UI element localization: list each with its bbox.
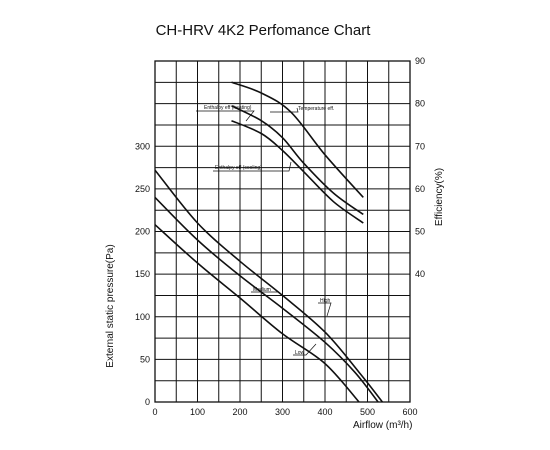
y-tick-label: 0 (145, 397, 150, 407)
y2-axis-title: Efficiency(%) (434, 168, 445, 226)
y2-tick-label: 80 (415, 99, 425, 109)
y2-tick-label: 90 (415, 56, 425, 66)
temperature-leader (270, 107, 299, 113)
y-tick-label: 200 (135, 227, 150, 237)
heating-leader (196, 110, 255, 122)
y-tick-label: 100 (135, 312, 150, 322)
chart-title: CH-HRV 4K2 Perfomance Chart (156, 22, 372, 39)
series-line-temperature-eff (231, 81, 364, 198)
high-leader (318, 302, 332, 317)
x-axis-title: Airflow (m³/h) (353, 420, 412, 431)
y-axis-ticks: 0 50 100 150 200 250 300 (135, 141, 150, 407)
temperature-eff-label: Temperature eff. (298, 106, 334, 112)
y2-axis-ticks: 40 50 60 70 80 90 (415, 56, 425, 279)
series-line-medium (154, 196, 379, 403)
low-label: Low (295, 350, 305, 356)
enthalpy-cooling-label: Enthalpy eff (cooling) (215, 165, 262, 171)
x-tick-label: 500 (360, 407, 375, 417)
low-leader (293, 343, 317, 356)
cooling-leader (213, 161, 292, 172)
x-tick-label: 200 (232, 407, 247, 417)
y2-tick-label: 70 (415, 141, 425, 151)
y-tick-label: 50 (140, 354, 150, 364)
medium-leader (251, 291, 284, 297)
x-axis-ticks: 0 100 200 300 400 500 600 (152, 407, 417, 417)
medium-label: Medium (253, 287, 271, 293)
series-line-enthalpy-eff-cooling (231, 119, 364, 224)
high-label: High (320, 298, 331, 304)
series-lines (154, 81, 384, 403)
y-tick-label: 150 (135, 269, 150, 279)
grid (155, 61, 410, 402)
y-tick-label: 250 (135, 184, 150, 194)
x-tick-label: 100 (190, 407, 205, 417)
y-tick-label: 300 (135, 141, 150, 151)
series-line-low (154, 224, 360, 403)
y2-tick-label: 60 (415, 184, 425, 194)
series-line-enthalpy-eff-heating (231, 105, 364, 216)
x-tick-label: 300 (275, 407, 290, 417)
y-axis-title: External static pressure(Pa) (105, 244, 116, 367)
x-tick-label: 0 (152, 407, 157, 417)
enthalpy-heating-label: Enthalpy eff (heating) (204, 105, 252, 111)
x-tick-label: 400 (317, 407, 332, 417)
series-labels: Temperature eff. Enthalpy eff (heating) … (196, 105, 334, 356)
y2-tick-label: 50 (415, 227, 425, 237)
y2-tick-label: 40 (415, 269, 425, 279)
x-tick-label: 600 (402, 407, 417, 417)
plot-frame (154, 60, 411, 403)
